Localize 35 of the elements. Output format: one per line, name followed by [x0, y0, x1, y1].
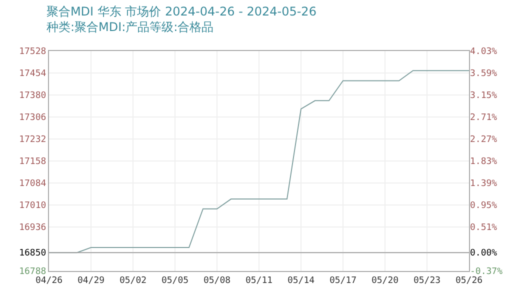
y-tick-label: 17232 — [19, 135, 46, 146]
y2-tick-label: 0.95% — [470, 201, 498, 212]
y2-tick-label: 0.00% — [470, 248, 498, 259]
y2-tick-label: 2.27% — [470, 135, 498, 146]
x-tick-label: 05/23 — [413, 276, 441, 286]
x-tick-label: 05/05 — [161, 276, 189, 286]
y-tick-label: 17306 — [19, 113, 46, 124]
x-tick-label: 05/02 — [119, 276, 147, 286]
y-tick-label: 16788 — [19, 267, 46, 278]
x-tick-label: 05/17 — [329, 276, 357, 286]
y2-tick-label: 1.83% — [470, 157, 498, 168]
y-tick-label: 17158 — [19, 157, 46, 168]
y2-tick-label: 4.03% — [470, 47, 498, 58]
y2-tick-label: -0.37% — [470, 267, 504, 278]
chart-title: 聚合MDI 华东 市场价 2024-04-26 - 2024-05-26 — [46, 4, 316, 18]
y-tick-label: 17010 — [19, 201, 46, 212]
x-tick-label: 05/14 — [287, 276, 315, 286]
y2-tick-label: 0.51% — [470, 223, 498, 234]
x-tick-label: 05/26 — [455, 276, 483, 286]
y2-tick-label: 3.59% — [470, 69, 498, 80]
y-tick-label: 17084 — [19, 179, 46, 190]
x-tick-label: 04/29 — [77, 276, 105, 286]
y-tick-label: 17528 — [19, 47, 46, 58]
x-tick-label: 05/11 — [245, 276, 273, 286]
y2-tick-label: 2.71% — [470, 113, 498, 124]
chart-subtitle: 种类:聚合MDI:产品等级:合格品 — [46, 20, 214, 34]
x-tick-label: 05/20 — [371, 276, 399, 286]
y2-tick-label: 1.39% — [470, 179, 498, 190]
y-tick-label: 17380 — [19, 91, 46, 102]
y-tick-label: 17454 — [19, 69, 46, 80]
x-tick-label: 04/26 — [35, 276, 63, 286]
x-tick-label: 05/08 — [203, 276, 231, 286]
y-tick-label: 16850 — [19, 248, 46, 259]
y2-tick-label: 3.15% — [470, 91, 498, 102]
y-tick-label: 16936 — [19, 223, 46, 234]
